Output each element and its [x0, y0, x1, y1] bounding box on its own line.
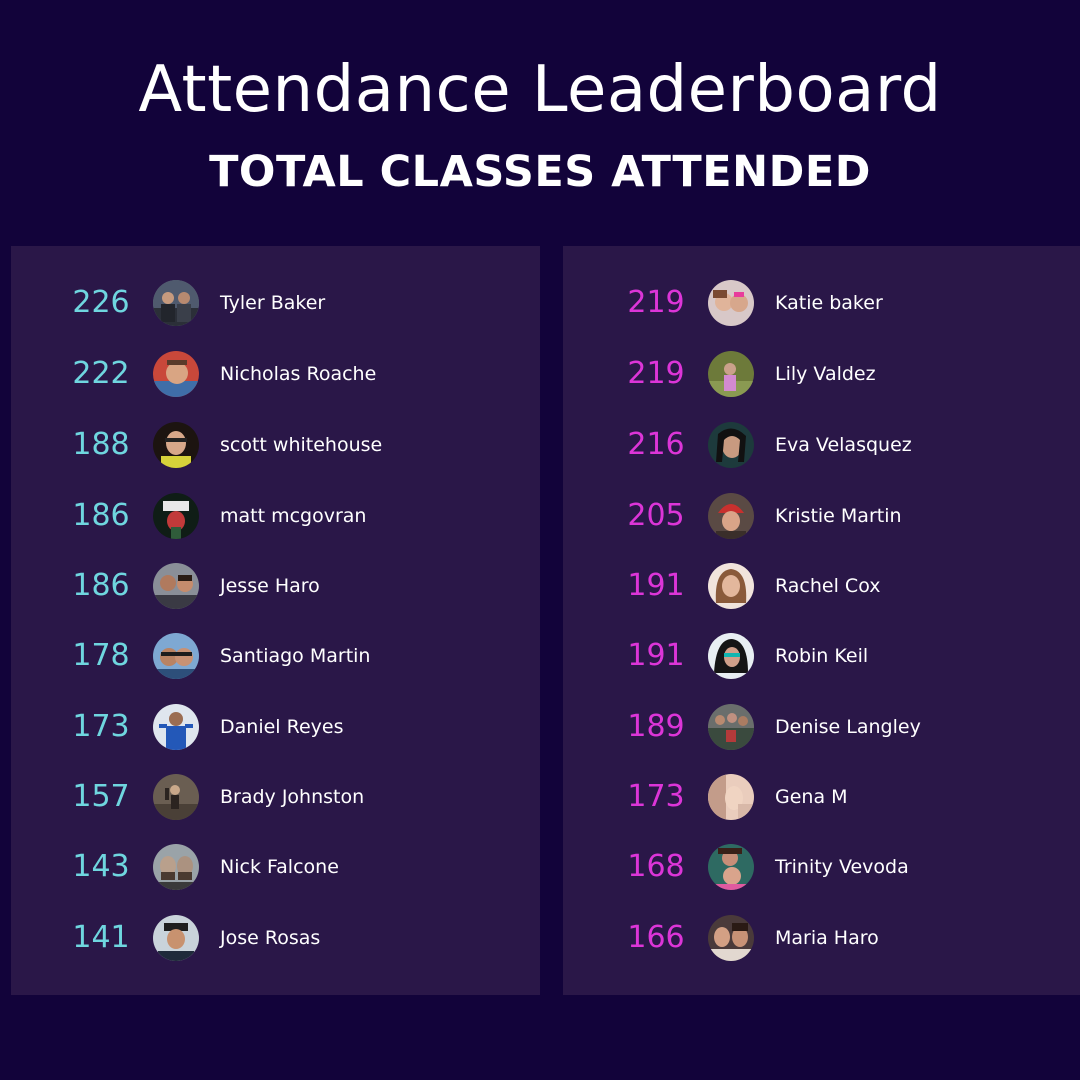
- attendance-count: 191: [627, 568, 685, 603]
- attendance-count: 188: [72, 427, 130, 462]
- avatar: [153, 915, 199, 961]
- avatar: [708, 351, 754, 397]
- avatar: [153, 422, 199, 468]
- leaderboard-row: 188 scott whitehouse: [58, 420, 382, 470]
- avatar: [708, 563, 754, 609]
- avatar: [153, 563, 199, 609]
- leaderboard-row: 191 Rachel Cox: [613, 561, 880, 611]
- avatar: [708, 422, 754, 468]
- leaderboard-row: 168 Trinity Vevoda: [613, 842, 909, 892]
- attendance-count: 141: [72, 920, 130, 955]
- member-name: Maria Haro: [775, 927, 879, 949]
- avatar: [153, 280, 199, 326]
- leaderboard-row: 166 Maria Haro: [613, 913, 879, 963]
- attendance-count: 189: [627, 709, 685, 744]
- attendance-count: 219: [627, 356, 685, 391]
- leaderboard-row: 173 Gena M: [613, 772, 848, 822]
- leaderboard-panel-right: 219 Katie baker 219 Lily Valdez 216 Eva …: [563, 246, 1080, 995]
- avatar: [708, 493, 754, 539]
- attendance-count: 173: [72, 709, 130, 744]
- leaderboard-row: 189 Denise Langley: [613, 702, 921, 752]
- attendance-count: 222: [72, 356, 130, 391]
- attendance-count: 186: [72, 498, 130, 533]
- avatar: [153, 774, 199, 820]
- avatar: [708, 280, 754, 326]
- leaderboard-row: 173 Daniel Reyes: [58, 702, 343, 752]
- member-name: Jesse Haro: [220, 575, 320, 597]
- attendance-count: 173: [627, 779, 685, 814]
- avatar: [708, 915, 754, 961]
- member-name: Brady Johnston: [220, 786, 365, 808]
- member-name: matt mcgovran: [220, 505, 367, 527]
- member-name: Gena M: [775, 786, 848, 808]
- attendance-count: 186: [72, 568, 130, 603]
- member-name: Trinity Vevoda: [775, 856, 909, 878]
- avatar: [708, 774, 754, 820]
- avatar: [708, 844, 754, 890]
- avatar: [708, 704, 754, 750]
- leaderboard-row: 222 Nicholas Roache: [58, 349, 376, 399]
- attendance-count: 143: [72, 849, 130, 884]
- member-name: scott whitehouse: [220, 434, 383, 456]
- attendance-count: 205: [627, 498, 685, 533]
- avatar: [708, 633, 754, 679]
- member-name: Nick Falcone: [220, 856, 339, 878]
- leaderboard-row: 219 Katie baker: [613, 278, 883, 328]
- member-name: Robin Keil: [775, 645, 869, 667]
- leaderboard-panel-left: 226 Tyler Baker 222 Nicholas Roache 188 …: [11, 246, 540, 995]
- leaderboard-row: 143 Nick Falcone: [58, 842, 339, 892]
- member-name: Jose Rosas: [220, 927, 321, 949]
- page-title: Attendance Leaderboard: [138, 53, 942, 127]
- leaderboard-row: 178 Santiago Martin: [58, 631, 370, 681]
- leaderboard-row: 219 Lily Valdez: [613, 349, 876, 399]
- member-name: Lily Valdez: [775, 363, 876, 385]
- leaderboard-row: 141 Jose Rosas: [58, 913, 320, 963]
- attendance-count: 216: [627, 427, 685, 462]
- leaderboard-row: 205 Kristie Martin: [613, 491, 902, 541]
- attendance-count: 178: [72, 638, 130, 673]
- leaderboard-row: 186 Jesse Haro: [58, 561, 320, 611]
- member-name: Eva Velasquez: [775, 434, 912, 456]
- attendance-count: 168: [627, 849, 685, 884]
- page-subtitle: TOTAL CLASSES ATTENDED: [209, 147, 871, 197]
- member-name: Tyler Baker: [220, 292, 326, 314]
- avatar: [153, 351, 199, 397]
- leaderboard-row: 186 matt mcgovran: [58, 491, 366, 541]
- member-name: Kristie Martin: [775, 505, 902, 527]
- member-name: Nicholas Roache: [220, 363, 377, 385]
- attendance-count: 157: [72, 779, 130, 814]
- member-name: Rachel Cox: [775, 575, 881, 597]
- attendance-count: 166: [627, 920, 685, 955]
- leaderboard-row: 216 Eva Velasquez: [613, 420, 912, 470]
- attendance-count: 219: [627, 285, 685, 320]
- leaderboard-row: 191 Robin Keil: [613, 631, 868, 681]
- avatar: [153, 844, 199, 890]
- avatar: [153, 633, 199, 679]
- member-name: Katie baker: [775, 292, 883, 314]
- attendance-count: 226: [72, 285, 130, 320]
- member-name: Daniel Reyes: [220, 716, 344, 738]
- attendance-count: 191: [627, 638, 685, 673]
- leaderboard-row: 157 Brady Johnston: [58, 772, 364, 822]
- member-name: Santiago Martin: [220, 645, 371, 667]
- avatar: [153, 493, 199, 539]
- avatar: [153, 704, 199, 750]
- member-name: Denise Langley: [775, 716, 921, 738]
- leaderboard-row: 226 Tyler Baker: [58, 278, 325, 328]
